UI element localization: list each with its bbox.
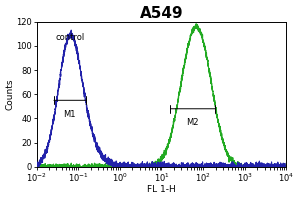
Text: control: control xyxy=(55,33,85,42)
X-axis label: FL 1-H: FL 1-H xyxy=(147,185,176,194)
Text: M1: M1 xyxy=(64,110,76,119)
Title: A549: A549 xyxy=(140,6,183,21)
Y-axis label: Counts: Counts xyxy=(6,79,15,110)
Text: M2: M2 xyxy=(186,118,199,127)
